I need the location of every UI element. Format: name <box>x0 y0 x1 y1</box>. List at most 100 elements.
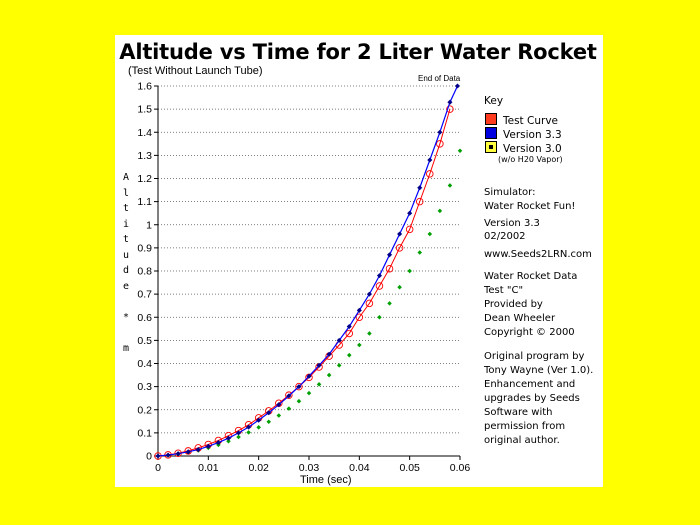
v33-point <box>246 424 252 430</box>
y-axis-label-char: * <box>122 311 130 323</box>
y-tick-label: 0.9 <box>137 242 152 254</box>
simulator-name: Water Rocket Fun! <box>484 201 576 212</box>
legend-label: Version 3.0 <box>503 143 562 155</box>
legend-note: (w/o H20 Vapor) <box>498 155 563 164</box>
v30-point <box>236 434 241 440</box>
y-axis-label-char: e <box>122 280 130 292</box>
v30-point <box>286 406 292 411</box>
credits-line: Enhancement and <box>484 379 576 390</box>
x-tick-label: 0 <box>155 462 161 474</box>
test-curve-point <box>365 299 374 308</box>
credits-line: Software with <box>484 407 553 418</box>
credits-line: Tony Wayne (Ver 1.0). <box>484 365 594 376</box>
legend-item-test-curve: Test Curve <box>485 113 558 127</box>
test-curve-point <box>415 197 424 206</box>
x-tick-label: 0.01 <box>198 462 219 474</box>
y-axis-label-char: A <box>122 172 130 183</box>
v33-line <box>157 85 459 457</box>
v33-point <box>336 337 342 343</box>
v33-point <box>454 83 461 89</box>
test-curve-point <box>375 282 384 290</box>
y-tick-label: 0.5 <box>137 335 152 347</box>
v33-point <box>316 362 322 368</box>
version-text: Version 3.3 <box>484 218 540 229</box>
v33-point <box>346 323 352 330</box>
test-curve-point <box>355 313 364 322</box>
y-tick-label: 0 <box>146 451 152 463</box>
y-tick-label: 1.3 <box>137 150 152 162</box>
legend-swatch-red <box>485 113 497 125</box>
v30-point <box>306 390 312 396</box>
test-curve-point <box>405 225 414 234</box>
y-tick-label: 0.1 <box>137 427 152 439</box>
y-tick-label: 1.6 <box>137 81 152 93</box>
v30-point <box>457 148 463 154</box>
v30-point <box>367 331 372 336</box>
test-curve-point <box>426 170 434 178</box>
test-curve-point <box>385 264 394 273</box>
x-tick-label: 0.04 <box>349 462 370 474</box>
v33-point <box>266 410 272 416</box>
y-axis-label-char: d <box>122 265 130 276</box>
v33-point <box>356 307 362 313</box>
legend-item-version-30: Version 3.0 <box>485 141 562 155</box>
v30-point <box>276 413 282 418</box>
v33-point <box>386 252 393 258</box>
date-text: 02/2002 <box>484 231 526 242</box>
test-curve-point <box>295 382 303 391</box>
v33-point <box>256 417 262 423</box>
v33-point <box>296 384 302 390</box>
v33-point <box>447 99 453 105</box>
v33-point <box>195 446 201 453</box>
v30-point <box>326 372 332 378</box>
v33-point <box>165 452 171 458</box>
copyright-text: Copyright © 2000 <box>484 327 575 338</box>
v30-point <box>296 398 302 404</box>
credits-line: permission from <box>484 421 566 432</box>
v30-point <box>256 425 261 430</box>
test-curve-point <box>345 329 354 338</box>
y-tick-label: 0.6 <box>137 312 152 324</box>
v30-point <box>266 419 271 425</box>
chart-panel <box>115 35 603 487</box>
y-axis-label-char: u <box>122 249 130 261</box>
v33-point <box>155 453 161 459</box>
v33-point <box>407 210 413 216</box>
v30-point <box>387 301 392 306</box>
v30-point <box>316 382 322 387</box>
x-tick-label: 0.03 <box>299 462 320 474</box>
credits-line: upgrades by Seeds <box>484 393 580 404</box>
legend-label: Version 3.3 <box>503 129 562 141</box>
y-tick-label: 0.3 <box>137 381 152 393</box>
y-tick-label: 1.4 <box>137 127 152 139</box>
credits-line: original author. <box>484 435 560 446</box>
test-curve-line <box>157 108 451 457</box>
v33-point <box>175 451 181 457</box>
x-axis-label: Time (sec) <box>300 474 352 486</box>
x-tick-label: 0.02 <box>248 462 269 474</box>
y-axis-label-char: t <box>122 234 130 245</box>
v30-point <box>417 250 422 255</box>
y-tick-label: 0.4 <box>137 358 152 370</box>
y-tick-label: 1 <box>146 219 152 231</box>
test-curve-point <box>436 140 444 148</box>
v30-point <box>447 183 453 188</box>
chart-title: Altitude vs Time for 2 Liter Water Rocke… <box>119 40 597 64</box>
v33-point <box>185 449 191 455</box>
v33-point <box>276 402 282 408</box>
y-axis-label-char: m <box>122 342 130 354</box>
v30-point <box>407 268 412 274</box>
v30-point <box>437 208 443 214</box>
test-curve-point <box>446 105 454 113</box>
v33-point <box>397 231 403 237</box>
v33-point <box>215 440 221 446</box>
v30-point <box>427 231 433 237</box>
v33-point <box>306 373 312 379</box>
v30-point <box>397 284 402 290</box>
end-of-data-annotation: End of Data <box>418 74 461 83</box>
v30-point <box>377 314 382 320</box>
y-axis-label-char: l <box>122 187 130 199</box>
